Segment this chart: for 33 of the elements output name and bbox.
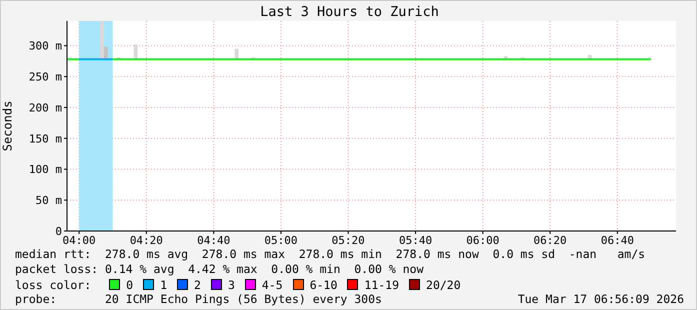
legend-label: 1 (160, 278, 168, 292)
x-tick-label: 06:20 (534, 234, 567, 247)
legend-label: 11-19 (364, 278, 400, 292)
chart-title: Last 3 Hours to Zurich (259, 4, 440, 20)
x-tick-label: 04:40 (197, 234, 230, 247)
x-tick-label: 05:00 (264, 234, 298, 247)
y-tick-label: 0 (55, 224, 62, 238)
x-tick-label: 04:20 (130, 234, 163, 247)
legend-label: 2 (194, 278, 201, 292)
x-tick-label: 06:40 (600, 234, 634, 247)
legend-label: 4-5 (262, 278, 283, 292)
x-tick-label: 05:40 (398, 234, 432, 247)
x-tick-label: 06:00 (466, 234, 500, 247)
y-tick-label: 250 m (28, 70, 62, 84)
bar (100, 21, 104, 60)
y-tick-label: 300 m (28, 40, 62, 53)
text: median rtt: 278.0 ms avg 278.0 ms max 278.0 ms min 278.0 ms now 0.0 ms sd -nan am/s (15, 247, 646, 262)
text: Tue Mar 17 06:56:09 2026 (518, 292, 684, 306)
y-tick-label: 50 m (36, 194, 62, 208)
legend-label: 6-10 (310, 278, 338, 292)
y-tick-label: 150 m (28, 132, 62, 146)
legend-label: 3 (228, 278, 235, 292)
x-tick-label: 05:20 (332, 234, 365, 247)
legend-label: 20/20 (426, 278, 461, 292)
text: probe: 20 ICMP Echo Pings (56 Bytes) every 300s (15, 292, 382, 306)
text: packet loss: 0.14 % avg 4.42 % max 0.00 % min 0.00 % now (15, 262, 424, 277)
y-axis-title: Seconds (0, 100, 14, 152)
legend-label: 0 (126, 278, 134, 292)
legend-title: loss color: (15, 278, 92, 292)
y-tick-label: 200 m (28, 101, 62, 114)
bar (234, 48, 238, 60)
x-tick-label: 04:00 (62, 234, 96, 247)
y-tick-label: 100 m (28, 163, 62, 176)
